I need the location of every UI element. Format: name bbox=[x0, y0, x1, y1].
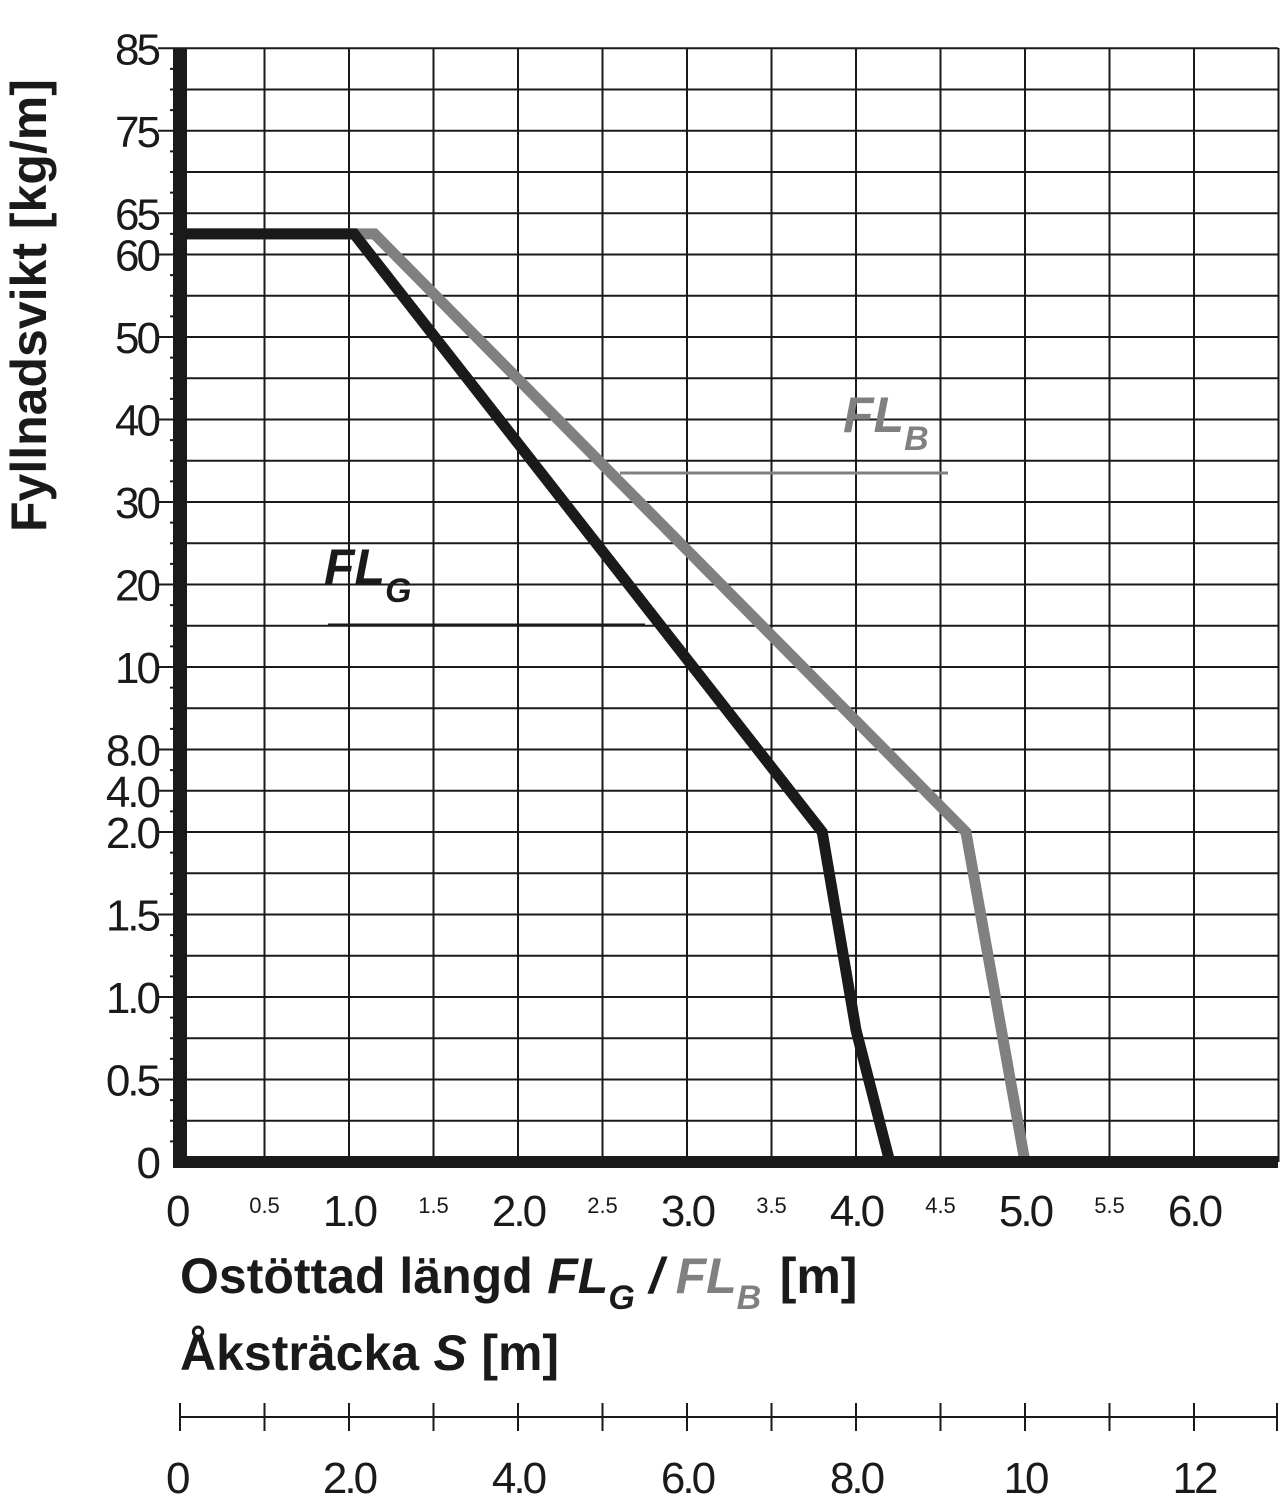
s-title-s: S bbox=[434, 1325, 467, 1381]
y-tick-label: 40 bbox=[115, 397, 159, 446]
s-axis-label: 10 bbox=[1004, 1454, 1048, 1500]
s-axis-label: 8.0 bbox=[830, 1454, 884, 1500]
x-title-slash: / bbox=[647, 1248, 668, 1304]
y-tick-label: 50 bbox=[115, 314, 159, 363]
x-tick-label: 4.0 bbox=[830, 1187, 884, 1236]
s-axis: 0 2.0 4.0 6.0 8.0 10 12 bbox=[166, 1403, 1278, 1500]
x-title-flb: FL bbox=[676, 1248, 737, 1304]
x-tick-label: 6.0 bbox=[1168, 1187, 1222, 1236]
x-minor-tick-label: 4.5 bbox=[925, 1193, 956, 1218]
x-minor-tick-label: 5.5 bbox=[1094, 1193, 1125, 1218]
y-tick-label: 65 bbox=[115, 190, 159, 239]
y-tick-label: 8.0 bbox=[106, 727, 160, 776]
x-minor-tick-label: 3.5 bbox=[756, 1193, 787, 1218]
y-tick-label: 4.0 bbox=[106, 768, 160, 817]
legend-fl-b-sub: B bbox=[904, 420, 929, 458]
axes bbox=[173, 48, 1278, 1168]
legend-fl-b: FLB bbox=[620, 387, 948, 475]
y-tick-label: 1.5 bbox=[106, 892, 160, 941]
x-minor-tick-label: 2.5 bbox=[587, 1193, 618, 1218]
x-tick-label: 2.0 bbox=[492, 1187, 546, 1236]
x-axis-title-line2: Åksträcka S [m] bbox=[180, 1325, 559, 1381]
grid bbox=[180, 47, 1280, 1162]
y-tick-label: 30 bbox=[115, 479, 159, 528]
legend-fl-g-text: FLG bbox=[324, 539, 412, 610]
y-axis-title: Fyllnadsvikt [kg/m] bbox=[1, 79, 57, 532]
y-tick-label: 0.5 bbox=[106, 1057, 160, 1106]
x-title-flb-sub: B bbox=[737, 1279, 762, 1317]
x-title-flg-sub: G bbox=[608, 1279, 634, 1317]
y-tick-label: 20 bbox=[115, 562, 159, 611]
legend-fl-b-text: FLB bbox=[843, 387, 929, 458]
x-axis-title-line1: Ostöttad längd FLG / FLB [m] bbox=[180, 1248, 857, 1317]
series-fl-g bbox=[180, 228, 896, 1164]
s-axis-label: 4.0 bbox=[492, 1454, 546, 1500]
s-title-unit: [m] bbox=[481, 1325, 559, 1381]
y-tick-label: 85 bbox=[115, 25, 159, 74]
x-tick-label: 5.0 bbox=[999, 1187, 1053, 1236]
x-minor-tick-label: 1.5 bbox=[418, 1193, 449, 1218]
x-title-unit: [m] bbox=[780, 1248, 858, 1304]
legend-fl-g-main: FL bbox=[324, 539, 385, 595]
x-title-prefix: Ostöttad längd bbox=[180, 1248, 533, 1304]
x-tick-label: 3.0 bbox=[661, 1187, 715, 1236]
s-axis-label: 2.0 bbox=[323, 1454, 377, 1500]
x-minor-tick-label: 0.5 bbox=[249, 1193, 280, 1218]
s-axis-label: 0 bbox=[166, 1454, 189, 1500]
y-tick-label: 0 bbox=[137, 1139, 160, 1188]
x-tick-label: 1.0 bbox=[323, 1187, 377, 1236]
y-tick-label: 60 bbox=[115, 232, 159, 281]
y-tick-label: 10 bbox=[115, 644, 159, 693]
series-layer bbox=[180, 228, 1031, 1164]
y-tick-label: 2.0 bbox=[106, 809, 160, 858]
legend-fl-g: FLG bbox=[324, 539, 645, 627]
x-title-flg: FL bbox=[547, 1248, 608, 1304]
s-axis-label: 12 bbox=[1173, 1454, 1217, 1500]
x-tick-label: 0 bbox=[166, 1187, 189, 1236]
x-tick-labels: 0 1.0 2.0 3.0 4.0 5.0 6.0 0.5 1.5 2.5 3.5 4.5 5.5 bbox=[166, 1187, 1225, 1236]
y-tick-label: 75 bbox=[115, 108, 159, 157]
s-title-prefix: Åksträcka bbox=[180, 1325, 420, 1381]
legend-fl-g-sub: G bbox=[385, 572, 411, 610]
s-axis-label: 6.0 bbox=[661, 1454, 715, 1500]
y-tick-label: 1.0 bbox=[106, 974, 160, 1023]
legend-fl-b-main: FL bbox=[843, 387, 904, 443]
